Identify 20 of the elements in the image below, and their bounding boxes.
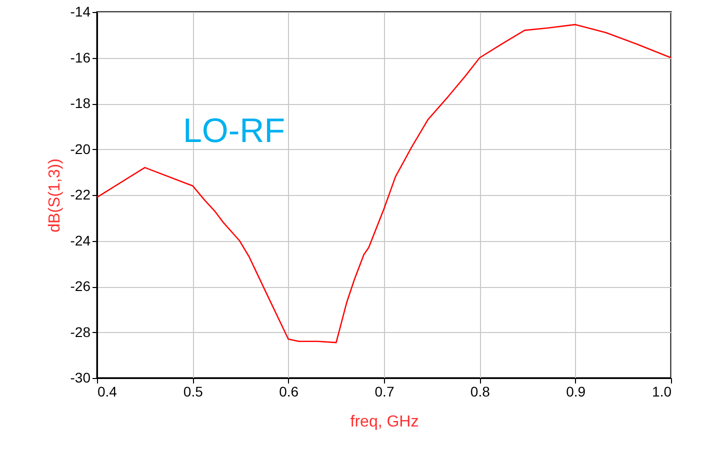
x-tick-label: 0.6 <box>279 384 299 400</box>
y-tick-label: -16 <box>70 49 91 66</box>
y-tick-label: -24 <box>70 232 91 248</box>
x-tick-label: 0.9 <box>566 384 586 400</box>
y-tick-label: -20 <box>70 140 91 157</box>
x-tick-label: 0.5 <box>183 384 204 400</box>
y-tick-label: -22 <box>70 186 91 202</box>
x-tick-label: 0.4 <box>98 384 118 400</box>
y-axis-title: dB(S(1,3)) <box>46 158 64 232</box>
y-tick-label: -30 <box>70 370 91 386</box>
x-axis-title: freq, GHz <box>350 414 419 430</box>
x-tick-label: 0.7 <box>374 384 394 400</box>
x-tick-label: 1.0 <box>652 384 672 400</box>
line-series <box>96 24 672 344</box>
annotation: LO-RF <box>183 112 285 150</box>
y-tick-label: -18 <box>70 95 91 111</box>
y-tick-label: -14 <box>70 4 91 20</box>
x-tick-label: 0.8 <box>470 384 490 400</box>
y-tick-label: -26 <box>70 278 91 294</box>
y-tick-label: -28 <box>70 324 91 340</box>
